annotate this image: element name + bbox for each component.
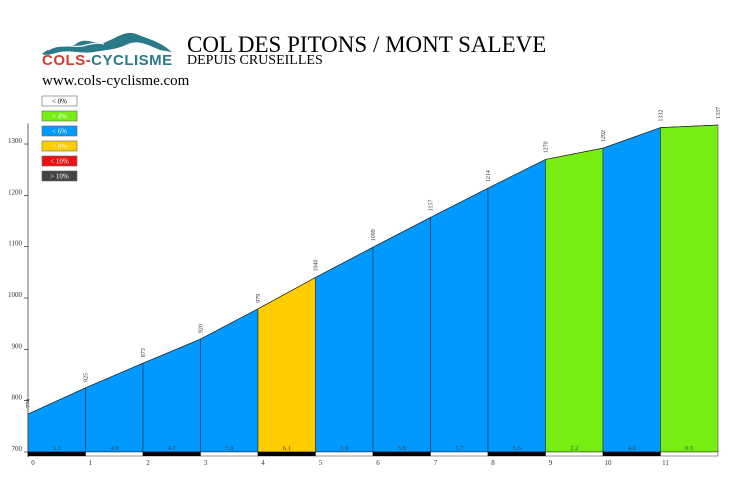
altitude-label: 1270	[544, 141, 550, 153]
profile-segment	[85, 362, 144, 453]
legend-swatch	[41, 95, 78, 107]
km-bar-segment	[85, 451, 144, 457]
legend-swatch	[41, 140, 78, 152]
km-bar-segment	[200, 451, 259, 457]
km-bar-segment	[142, 451, 201, 457]
y-tick-label: 900	[12, 342, 23, 350]
y-tick-label: 800	[12, 394, 23, 402]
segment-grade-label: 5.7	[455, 445, 464, 452]
altitude-label: 774	[26, 399, 32, 408]
km-bar-segment	[257, 451, 316, 457]
segment-grade-label: 0.5	[685, 445, 693, 452]
segment-grade-label: 5.9	[225, 445, 233, 452]
y-tick-label: 1100	[8, 240, 22, 248]
altitude-label: 1337	[716, 107, 722, 119]
profile-segment	[27, 387, 86, 453]
x-tick-label: 3	[204, 459, 208, 467]
x-tick-label: 0	[31, 459, 35, 467]
segment-grade-label: 5.1	[53, 445, 61, 452]
segment-grade-label: 5.9	[340, 445, 348, 452]
profile-segment	[430, 187, 489, 453]
x-tick-label: 10	[605, 459, 613, 467]
y-tick-label: 1000	[8, 291, 23, 299]
altitude-label: 1157	[429, 200, 435, 212]
x-tick-label: 9	[549, 459, 553, 467]
legend-label: < 6%	[52, 128, 67, 136]
km-bar-segment	[372, 451, 431, 457]
altitude-label: 1040	[314, 259, 320, 271]
site-url: www.cols-cyclisme.com	[42, 73, 190, 89]
legend-label: < 0%	[52, 98, 67, 106]
altitude-label: 1099	[371, 229, 377, 241]
mountain-logo-icon	[42, 32, 172, 55]
x-tick-label: 8	[491, 459, 495, 467]
altitude-label: 1332	[659, 110, 665, 122]
km-bar-segment	[660, 451, 719, 457]
km-bar-segment	[545, 451, 604, 457]
segment-grade-label: 4.8	[110, 445, 118, 452]
segment-grade-label: 2.2	[570, 445, 578, 452]
km-bar-segment	[487, 451, 546, 457]
page-title: COL DES PITONS / MONT SALEVE	[187, 32, 547, 57]
legend-label: < 8%	[52, 143, 67, 151]
legend-label: < 4%	[52, 113, 67, 121]
legend-swatch	[41, 125, 78, 137]
segment-grade-label: 4.0	[628, 445, 636, 452]
x-tick-label: 11	[662, 459, 669, 467]
profile-segment	[257, 277, 316, 453]
logo-text-part1: COLS-	[42, 52, 92, 69]
profile-segment	[660, 124, 719, 453]
km-bar-segment	[315, 451, 374, 457]
x-tick-label: 4	[261, 459, 265, 467]
legend-swatch	[41, 170, 78, 182]
segment-grade-label: 6.1	[283, 445, 291, 452]
page-subtitle: DEPUIS CRUSEILLES	[187, 53, 323, 68]
y-tick-label: 700	[12, 445, 23, 453]
altitude-label: 825	[84, 373, 90, 382]
logo-text: COLS-CYCLISME	[42, 52, 173, 69]
legend-swatch	[41, 110, 78, 122]
y-tick-label: 1300	[8, 137, 23, 145]
km-bar-segment	[602, 451, 661, 457]
km-bar-segment	[430, 451, 489, 457]
x-tick-label: 1	[89, 459, 93, 467]
legend-swatch	[41, 155, 78, 167]
y-tick-label: 1200	[8, 188, 23, 196]
profile-segment	[142, 338, 201, 453]
profile-segment	[200, 308, 259, 453]
altitude-label: 1214	[486, 170, 492, 182]
logo-text-part2: CYCLISME	[91, 52, 173, 69]
x-tick-label: 2	[146, 459, 150, 467]
legend-label: > 10%	[50, 173, 69, 181]
profile-segment	[315, 246, 374, 453]
profile-segment	[602, 127, 661, 453]
x-tick-label: 6	[376, 459, 380, 467]
segment-grade-label: 5.8	[398, 445, 406, 452]
legend-label: < 10%	[50, 158, 69, 166]
profile-segment	[545, 147, 604, 453]
x-tick-label: 5	[319, 459, 323, 467]
km-bar-segment	[27, 451, 86, 457]
profile-segment	[372, 217, 431, 453]
x-tick-label: 7	[434, 459, 438, 467]
logo	[42, 32, 172, 55]
segment-grade-label: 4.7	[168, 445, 177, 452]
profile-outline	[27, 124, 719, 415]
segment-grade-label: 5.6	[513, 445, 522, 452]
altitude-label: 979	[256, 294, 262, 303]
altitude-label: 873	[141, 348, 147, 357]
altitude-label: 920	[199, 324, 205, 333]
altitude-label: 1292	[601, 130, 607, 142]
profile-segment	[487, 159, 546, 453]
